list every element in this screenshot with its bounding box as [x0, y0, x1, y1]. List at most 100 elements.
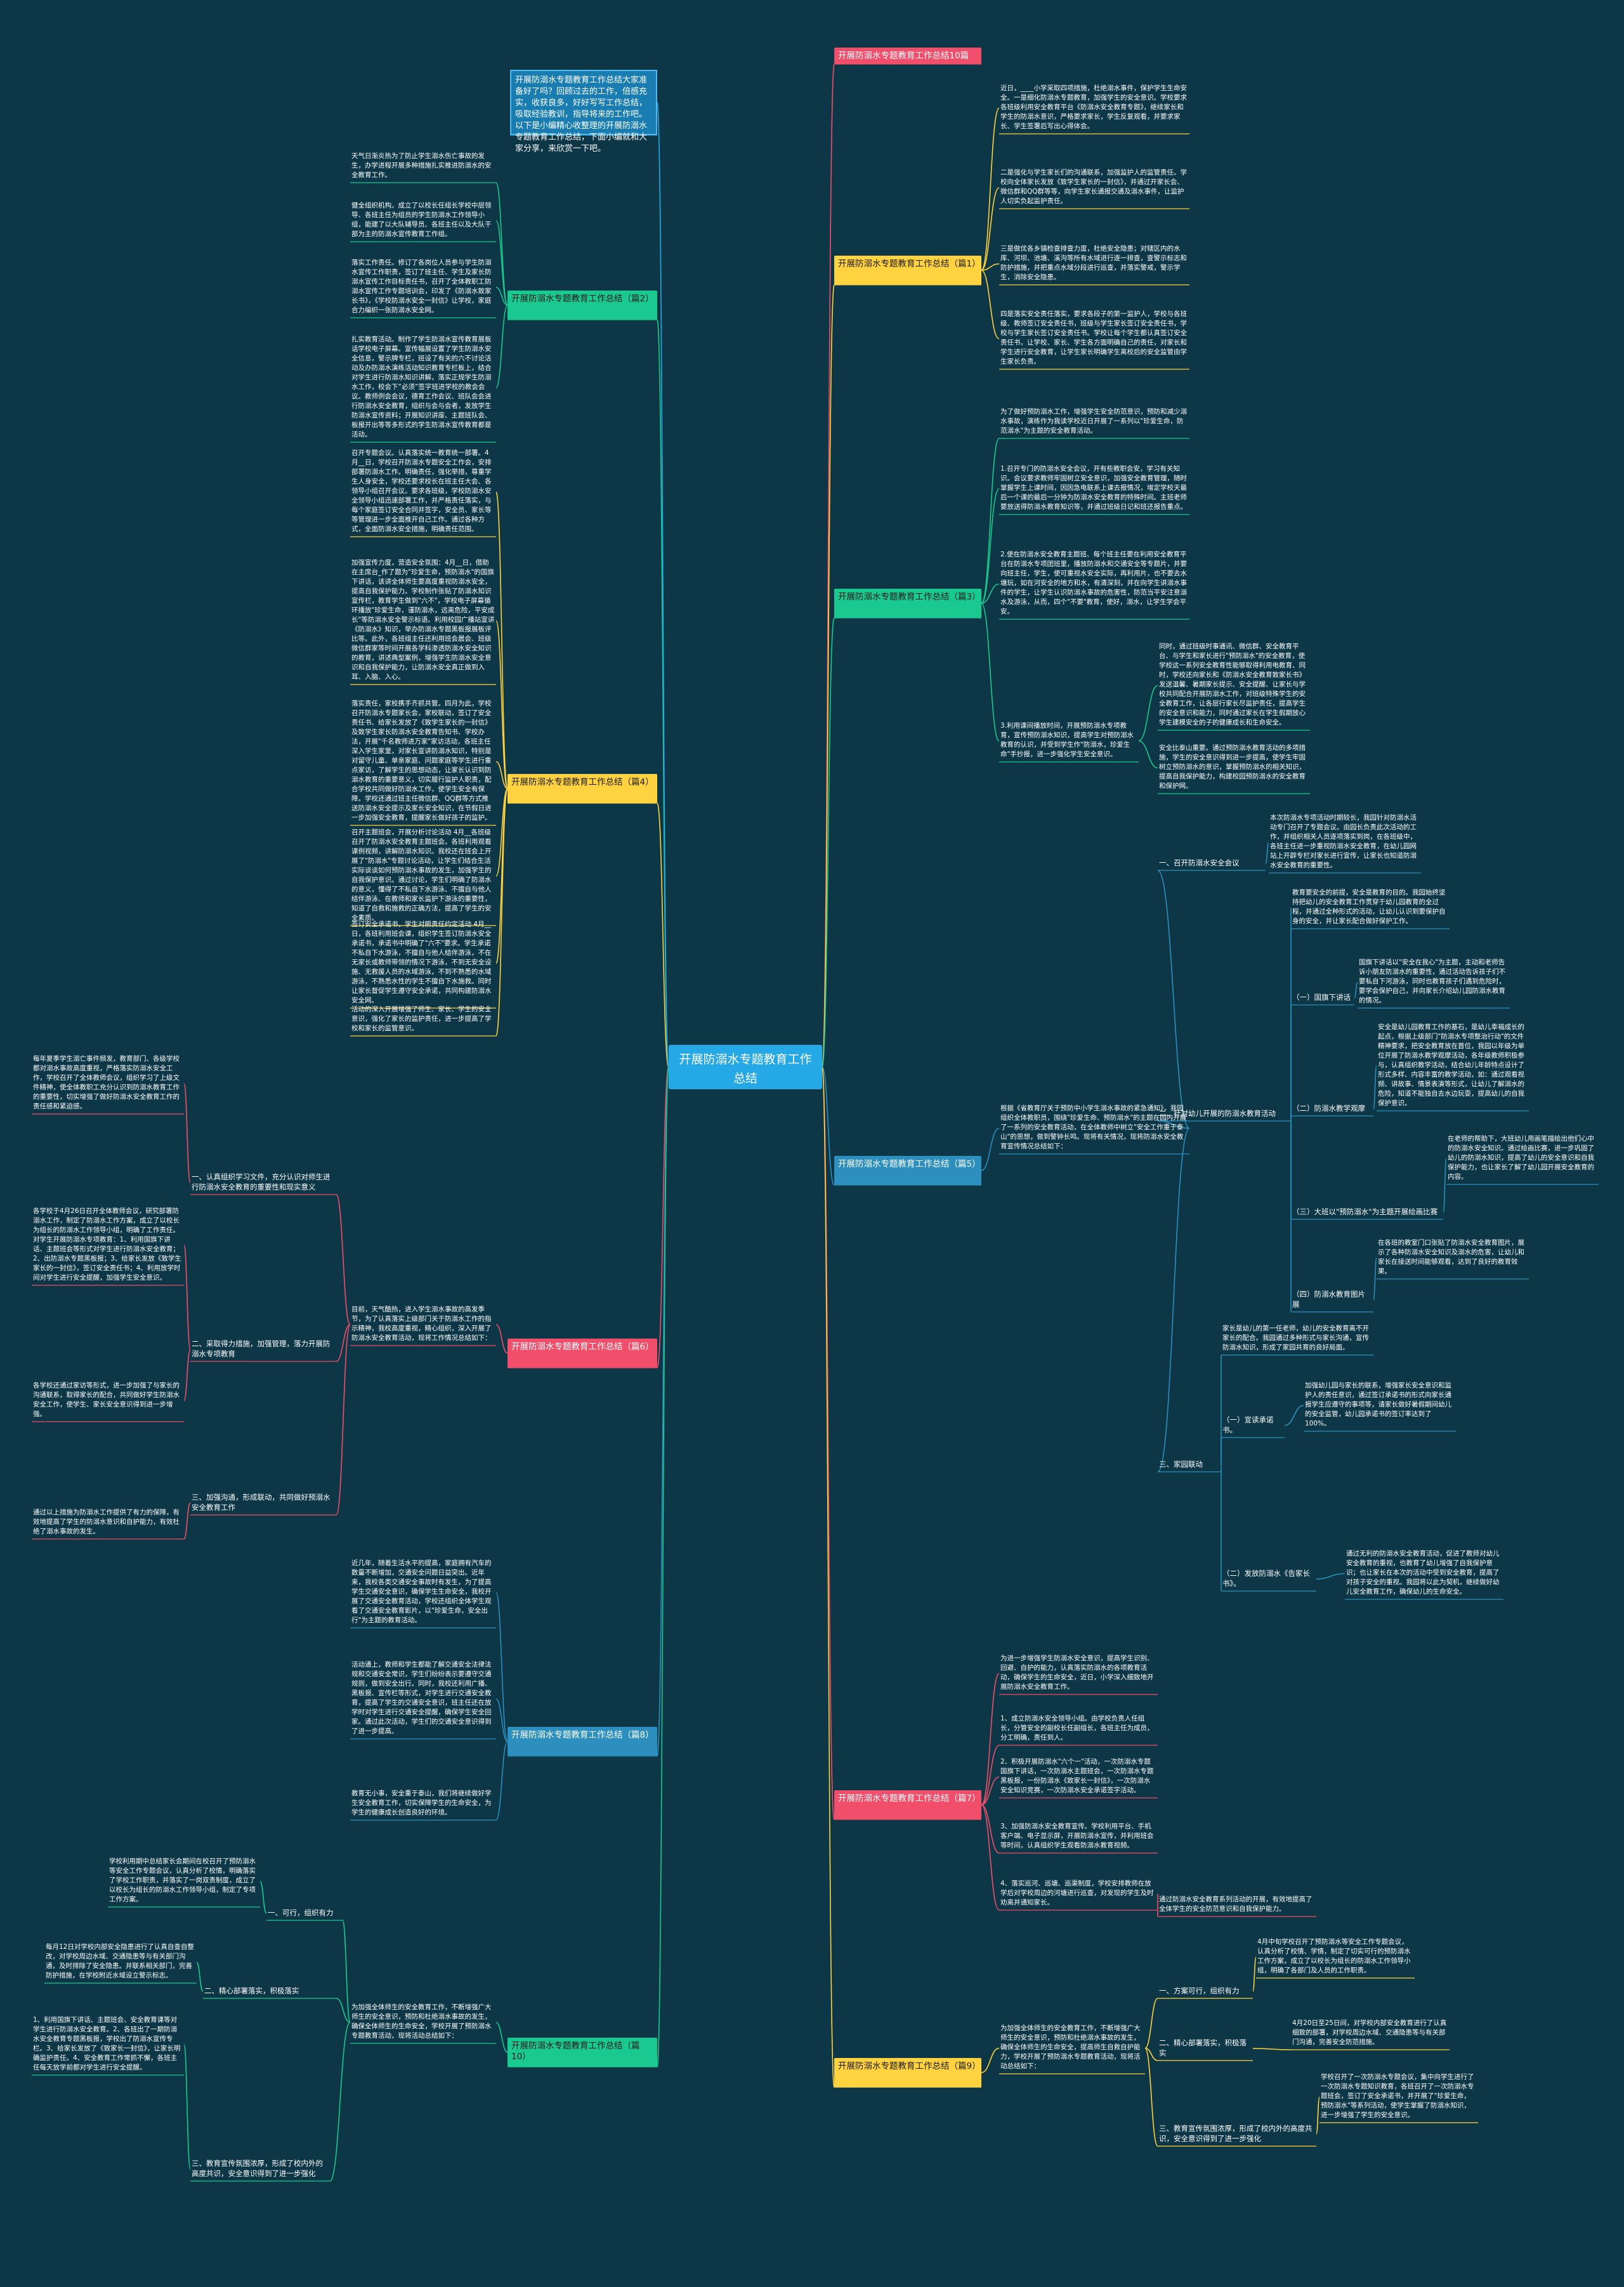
connector-line [495, 761, 508, 789]
p7-leaf-1: 为进一步增强学生防溺水安全意识，提高学生识别、回避、自护的能力，认真落实防溺水的… [1000, 1655, 1154, 1691]
connector-line [196, 1962, 204, 1992]
connector-line [336, 1324, 351, 1362]
connector-line [981, 270, 1000, 339]
connector-line [1373, 1065, 1377, 1110]
connector-line [495, 788, 508, 877]
connector-line [981, 263, 1000, 271]
intro-note: 开展防溺水专题教育工作总结大家准备好了吗？回顾过去的工作，倍感充实，收获良多，好… [510, 70, 657, 154]
connector-line [336, 1194, 351, 1325]
connector-line [981, 1776, 1000, 1805]
branch-part2[interactable]: 开展防溺水专题教育工作总结（篇2） [508, 291, 657, 320]
p10-item-2[interactable]: 二、精心部署落实，积极落实 [204, 1986, 299, 1995]
connector-line [1443, 1158, 1447, 1213]
root-topic[interactable]: 开展防溺水专题教育工作总结 [669, 1045, 822, 1089]
p8-leaf-2: 活动通上，教师和学生都能了解交通安全法律法规和交通安全常识，学生们纷纷表示要遵守… [351, 1661, 492, 1735]
p5-section-2c[interactable]: （三）大班以"预防溺水"为主题开展绘画比赛 [1292, 1207, 1438, 1216]
p9-item-3[interactable]: 三、教育宣传氛围浓厚，形成了校内外的高度共识，安全意识得到了进一步强化 [1159, 2124, 1313, 2143]
connector-line [1252, 2048, 1292, 2050]
connector-line [1316, 1573, 1346, 1580]
branch-part6[interactable]: 开展防溺水专题教育工作总结（篇6） [508, 1339, 657, 1368]
p5-intro: 根据《省教育厅关于预防中小学生溺水事故的紧急通知》，我园组织全体教职员，围绕"珍… [1000, 1104, 1187, 1150]
connector-line [981, 2047, 1000, 2073]
p7-leaf-5: 4、落实巡河、巡塘、巡渠制度，学校安排教师在放学后对学校周边的河塘进行巡查，对发… [1000, 1880, 1154, 1906]
branch-part5[interactable]: 开展防溺水专题教育工作总结（篇5） [834, 1156, 981, 1185]
branch-part4[interactable]: 开展防溺水专题教育工作总结（篇4） [508, 774, 657, 803]
connector-line [981, 107, 1000, 271]
connector-line [981, 1673, 1000, 1805]
p4-leaf-3: 落实责任，家校携手齐抓共管。四月为此，学校召开防溺水专题家长会，家校联动，签订了… [351, 700, 492, 822]
connector-line [981, 583, 1000, 604]
p2-leaf-4: 扎实教育活动。制作了学生防溺水宣传教育展板话学校电子屏幕。宣传幅展设置了学生防溺… [351, 336, 492, 438]
branch-part7[interactable]: 开展防溺水专题教育工作总结（篇7） [834, 1790, 981, 1819]
p1-leaf-2: 二是强化与学生家长们的沟通联系，加强监护人的监管责任。学校向全体家长发放《致学生… [1000, 169, 1187, 205]
p10-item-3[interactable]: 三、教育宣传氛围浓厚，形成了校内外的高度共识，安全意识得到了进一步强化 [192, 2159, 323, 2178]
connector-line [495, 2022, 508, 2053]
p7-leaf-6: 通过防溺水安全教育系列活动的开展，有效地提高了全体学生的安全防范意识和自我保护能… [1159, 1896, 1313, 1913]
connector-line [1316, 2096, 1320, 2135]
p3-leaf-2: 1.召开专门的防溺水安全会议，开有些教职会安，学习有关知识。会议要求教师牢固树立… [1000, 465, 1187, 511]
p5-section-3-text: 家长是幼儿的第一任老师，幼儿的安全教育离不开家长的配合。我园通过多种形式与家长沟… [1222, 1325, 1369, 1351]
connector-line [1157, 870, 1190, 1129]
p5-section-3a-text: 加强幼儿园与家长的联系，增强家长安全意识和监护人的责任意识，通过签订承诺书的形式… [1305, 1382, 1451, 1427]
connector-line [495, 1592, 508, 1742]
p3-leaf-5: 同时，通过班级时事通讯、微信群、安全教育平台、与学生和家长进行"预防溺水"的安全… [1159, 643, 1306, 726]
branch-overview[interactable]: 开展防溺水专题教育工作总结10篇 [834, 48, 981, 64]
connector-line [183, 1083, 191, 1183]
p4-leaf-2: 加强宣传力度，营造安全氛围：4月__日，借助在主席台_作了题为"珍爱生命，预防溺… [351, 559, 495, 681]
connector-line [336, 1998, 351, 2023]
connector-line [1284, 1405, 1304, 1426]
branch-part9[interactable]: 开展防溺水专题教育工作总结（篇9） [834, 2058, 981, 2087]
p8-leaf-3: 教育无小事，安全重于泰山，我们将继续做好学生安全教育工作，切实保障学生的生命安全… [351, 1790, 492, 1816]
p5-section-2b-text: 安全是幼儿园教育工作的基石，是幼儿幸福成长的起点，根据上级部门"防溺水专项整治行… [1378, 1023, 1524, 1107]
connector-line [822, 1066, 835, 1186]
p6-item-2[interactable]: 二、采取得力措施，加强管理，落力开展防溺水专项教育 [192, 1339, 331, 1358]
branch-part10[interactable]: 开展防溺水专题教育工作总结（篇10） [508, 2038, 657, 2067]
p2-leaf-3: 落实工作责任。修订了各岗位人员参与学生防溺水宣传工作职责，签订了班主任、学生及家… [351, 259, 492, 314]
p3-leaf-6: 安全比泰山重要。通过预防溺水教育活动的多项措施，学生的安全意识得到进一步提高，使… [1159, 744, 1306, 790]
connector-line [183, 2044, 191, 2170]
p1-leaf-4: 四是落实安全责任落实，要求各段子的第一监护人，学校与各班级、教师签订安全责任书，… [1000, 310, 1187, 365]
branch-part3[interactable]: 开展防溺水专题教育工作总结（篇3） [834, 589, 981, 618]
p5-section-2b[interactable]: （二）防溺水教学观摩 [1292, 1104, 1365, 1113]
branch-part8[interactable]: 开展防溺水专题教育工作总结（篇8） [508, 1727, 657, 1756]
p6-item-3[interactable]: 三、加强沟通，形成联动，共同做好预溺水安全教育工作 [192, 1493, 331, 1512]
connector-line [495, 788, 508, 1037]
p10-intro: 为加强全体师生的安全教育工作，不断增强广大师生的安全意识，预防和杜绝溺水事故的发… [351, 2003, 492, 2040]
connector-line [495, 287, 508, 306]
p10-item-1[interactable]: 一、可行，组织有力 [268, 1908, 334, 1917]
p5-section-3b[interactable]: （二）发放防溺水《告家长书》。 [1222, 1569, 1310, 1588]
p3-leaf-4: 3.利用课间播放时间，开展预防溺水专项教育，宣传预防溺水知识，提高学生对预防溺水… [1000, 722, 1134, 758]
p5-section-3[interactable]: 三、家园联动 [1159, 1460, 1203, 1469]
p9-item-3-text: 学校召开了一次防溺水专题会议，集中向学生进行了一次防溺水专题知识教育，各班召开了… [1321, 2073, 1474, 2119]
p5-section-2a[interactable]: （一）国旗下讲话 [1292, 993, 1351, 1002]
connector-line [1138, 685, 1158, 742]
p5-section-3b-text: 通过无利的防溺水安全教育活动，促进了教师对幼儿安全教育的重视，也教育了幼儿增强了… [1346, 1550, 1500, 1596]
connector-line [1373, 1257, 1377, 1301]
p5-section-1-text: 本次防溺水专项活动时期较长，我园针对防溺水活动专门召开了专题会议。由园长负责此次… [1270, 814, 1417, 869]
p5-section-1[interactable]: 一、召开防溺水安全会议 [1159, 858, 1240, 867]
connector-line [495, 1324, 508, 1354]
connector-line [1144, 2047, 1158, 2147]
p6-item-2-text2: 各学校还通过家访等形式，进一步加强了与家长的沟通联系，取得家长的配合，共同做好学… [33, 1382, 180, 1418]
p9-item-1-text: 4月中旬学校召开了预防溺水等安全工作专题会议，认真分析了校情、学情，制定了切实可… [1257, 1938, 1411, 1974]
p3-leaf-1: 为了做好预防溺水工作，增强学生安全防范意识，预防和减少溺水事故，演练作为我读学校… [1000, 408, 1187, 435]
p5-section-2d[interactable]: （四）防溺水教育图片展 [1292, 1290, 1365, 1309]
p2-leaf-2: 健全组织机构。成立了以校长任组长学校中层领导、各班主任为组员的学生防溺水工作领导… [351, 202, 492, 238]
connector-line [822, 284, 835, 1068]
p9-item-2[interactable]: 二、精心部署落实，积极落实 [1159, 2038, 1247, 2057]
p5-section-3a[interactable]: （一）宣读承诺书。 [1222, 1415, 1274, 1434]
connector-line [981, 438, 1000, 604]
connector-line [342, 1920, 351, 2023]
p5-section-2[interactable]: 二、针对幼儿开展的防溺水教育活动 [1159, 1109, 1276, 1118]
connector-line [981, 1127, 1000, 1171]
p8-leaf-1: 近几年，随着生活水平的提高，家庭拥有汽车的数量不断增加，交通安全问题日益突出。近… [351, 1559, 492, 1624]
connector-line [495, 1698, 508, 1742]
connector-line [495, 305, 508, 389]
branch-part1[interactable]: 开展防溺水专题教育工作总结（篇1） [834, 256, 981, 285]
p6-item-2-text: 各学校于4月26日召开全体教师会议，研究部署防溺水工作，制定了防溺水工作方案，成… [33, 1207, 181, 1281]
connector-line [495, 491, 508, 789]
p6-item-1[interactable]: 一、认真组织学习文件，充分认识对师生进行防溺水安全教育的重要性和现实意义 [192, 1172, 331, 1191]
connector-line [1265, 842, 1269, 864]
p9-item-1[interactable]: 一、方案可行，组织有力 [1159, 1986, 1240, 1995]
